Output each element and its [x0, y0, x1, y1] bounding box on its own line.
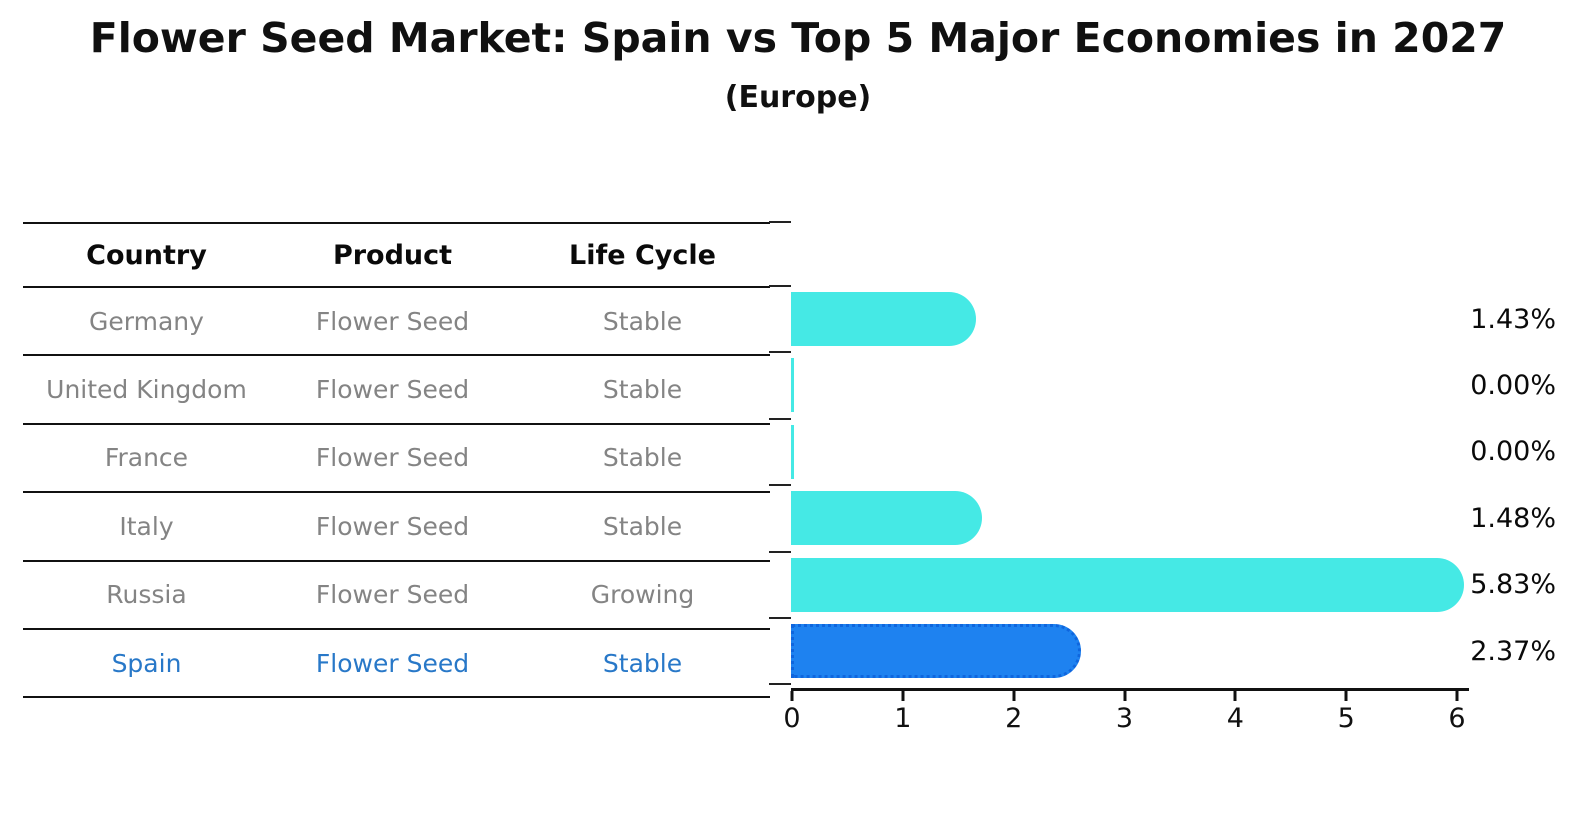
x-axis-ticks: 0 1 2 3 4 5 6 [783, 691, 1469, 741]
bar-row [791, 286, 1469, 352]
bar-russia [791, 557, 1465, 612]
x-tick-mark [790, 691, 794, 701]
x-tick-mark [1344, 691, 1348, 701]
cell-country: Germany [89, 306, 204, 336]
x-tick-label: 3 [1115, 703, 1134, 734]
cell-life-cycle: Stable [602, 511, 683, 541]
x-tick-label: 2 [1005, 703, 1023, 734]
value-label-france: 0.00% [1470, 436, 1556, 468]
country-table: Country Product Life Cycle Germany Flowe… [23, 222, 770, 699]
table-row: Germany Flower Seed Stable [23, 286, 770, 354]
value-label-germany: 1.43% [1470, 303, 1556, 335]
y-tick-mark [769, 683, 791, 686]
cell-country: United Kingdom [46, 375, 247, 405]
cell-life-cycle: Stable [602, 375, 683, 405]
x-tick-mark [1123, 691, 1126, 701]
x-tick-label: 6 [1448, 703, 1466, 734]
x-tick-mark [1455, 691, 1459, 701]
table-header-row: Country Product Life Cycle [23, 224, 770, 286]
cell-country: France [104, 443, 189, 473]
table-row: Russia Flower Seed Growing [23, 559, 770, 628]
cell-product: Flower Seed [315, 306, 470, 336]
y-tick-mark [769, 417, 791, 420]
table-row: United Kingdom Flower Seed Stable [23, 354, 770, 422]
chart-subtitle: (Europe) [724, 80, 872, 115]
bar-france [791, 424, 794, 479]
x-tick-mark [1012, 691, 1016, 701]
bar-chart-plot-area [791, 286, 1469, 685]
cell-country: Russia [106, 580, 187, 610]
bar-germany [791, 292, 977, 346]
y-tick-mark [769, 285, 791, 287]
cell-product: Flower Seed [315, 511, 470, 541]
value-label-russia: 5.83% [1470, 569, 1556, 601]
value-label-united-kingdom: 0.00% [1470, 370, 1556, 402]
cell-life-cycle: Stable [602, 306, 683, 336]
value-label-italy: 1.48% [1470, 502, 1556, 534]
x-axis-line [791, 688, 1469, 691]
bar-row [791, 419, 1469, 485]
bar-row [791, 618, 1469, 684]
x-tick-label: 0 [783, 703, 801, 734]
cell-product: Flower Seed [315, 580, 470, 610]
bar-italy [791, 491, 983, 546]
bar-spain-highlighted [791, 623, 1081, 678]
cell-life-cycle: Stable [602, 648, 683, 678]
cell-country: Spain [111, 648, 182, 678]
table-row-spain-highlighted: Spain Flower Seed Stable [23, 627, 770, 696]
cell-product: Flower Seed [315, 375, 470, 405]
x-tick-label: 1 [894, 703, 912, 734]
table-row: Italy Flower Seed Stable [23, 491, 770, 559]
bar-row [791, 485, 1469, 551]
column-header-product: Product [332, 239, 453, 271]
y-tick-mark [769, 550, 791, 553]
column-header-life-cycle: Life Cycle [569, 239, 716, 271]
x-tick-mark [901, 691, 905, 701]
y-tick-mark [769, 221, 791, 223]
cell-life-cycle: Growing [590, 580, 695, 610]
y-tick-mark [769, 617, 791, 619]
cell-product: Flower Seed [315, 648, 470, 678]
bar-row [791, 552, 1469, 618]
bar-united-kingdom [791, 358, 794, 413]
value-label-spain: 2.37% [1470, 635, 1556, 667]
chart-title: Flower Seed Market: Spain vs Top 5 Major… [89, 14, 1507, 62]
y-tick-mark [769, 351, 791, 354]
cell-product: Flower Seed [315, 443, 470, 473]
cell-life-cycle: Stable [602, 443, 683, 473]
bar-row [791, 352, 1469, 418]
x-tick-label: 5 [1337, 703, 1355, 734]
table-row: France Flower Seed Stable [23, 422, 770, 491]
y-tick-mark [769, 484, 791, 487]
cell-country: Italy [119, 511, 174, 541]
column-header-country: Country [86, 239, 207, 271]
x-tick-label: 4 [1226, 703, 1244, 734]
x-tick-mark [1233, 691, 1237, 701]
